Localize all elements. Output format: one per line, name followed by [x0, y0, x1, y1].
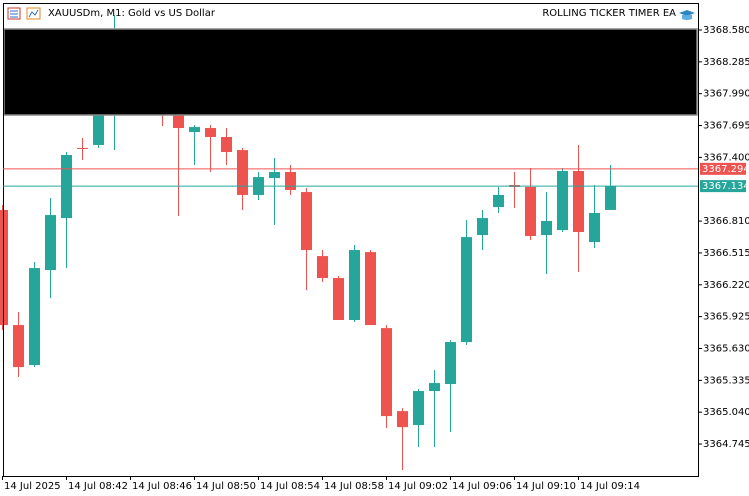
y-tick-label: 3365.040 [703, 407, 749, 418]
y-tick-label: 3366.220 [703, 280, 749, 291]
y-tick-label: 3368.285 [703, 57, 749, 68]
x-tick-label: 14 Jul 08:42 [68, 481, 128, 492]
candle-body [365, 252, 376, 326]
y-tick-label: 3366.810 [703, 216, 749, 227]
candle-body [557, 170, 568, 231]
x-tick-label: 14 Jul 09:06 [452, 481, 512, 492]
candle-body [605, 186, 616, 210]
candle-body [461, 237, 472, 343]
candle-body [29, 268, 40, 366]
candle-body [413, 391, 424, 426]
y-tick-label: 3367.400 [703, 152, 749, 163]
candle-body [317, 256, 328, 278]
price-label-box [700, 162, 746, 175]
candle-body [221, 136, 232, 152]
chart-title: XAUUSDm, M1: Gold vs US Dollar [48, 8, 216, 19]
x-tick-label: 14 Jul 08:50 [196, 481, 256, 492]
x-tick-label: 14 Jul 08:54 [260, 481, 320, 492]
x-tick-label: 14 Jul 08:58 [324, 481, 384, 492]
icon-line [28, 9, 39, 18]
y-tick-label: 3367.990 [703, 89, 749, 100]
y-tick-label: 3365.925 [703, 312, 749, 323]
y-tick-label: 3365.335 [703, 375, 749, 386]
candle-body [301, 192, 312, 251]
candle-body [285, 171, 296, 190]
candle-body [93, 114, 104, 145]
candle-body [45, 215, 56, 271]
chart-icon[interactable] [26, 7, 41, 20]
candle-body [349, 250, 360, 320]
candle-body [333, 277, 344, 320]
candle-body [173, 114, 184, 129]
y-tick-label: 3365.630 [703, 343, 749, 354]
y-tick-label: 3367.695 [703, 121, 749, 132]
price-label: 3367.294 [702, 164, 749, 175]
ea-panel [3, 28, 698, 116]
candle-body [477, 218, 488, 236]
candle-body [525, 186, 536, 236]
price-label-box [700, 180, 746, 193]
y-tick-label: 3366.515 [703, 248, 749, 259]
candle-body [397, 411, 408, 428]
candle-body [237, 150, 248, 195]
cap-top [679, 10, 695, 16]
candle-body [445, 342, 456, 385]
ea-name: ROLLING TICKER TIMER EA [542, 8, 676, 19]
candle-body [493, 194, 504, 208]
candle-body [381, 328, 392, 417]
x-tick-label: 14 Jul 08:46 [132, 481, 192, 492]
menu-icon[interactable] [7, 7, 21, 20]
candle-body [573, 170, 584, 232]
candle-body [189, 127, 200, 133]
cap-base [682, 15, 692, 20]
x-tick-label: 14 Jul 09:02 [388, 481, 448, 492]
y-tick-label: 3364.745 [703, 439, 749, 450]
price-label: 3367.134 [702, 181, 749, 192]
ea-icon[interactable] [679, 10, 695, 20]
x-tick-label: 14 Jul 2025 [4, 481, 61, 492]
candle-body [205, 128, 216, 137]
candle-body [541, 220, 552, 236]
candle-body [13, 325, 24, 368]
x-tick-label: 14 Jul 09:14 [580, 481, 640, 492]
candle-body [429, 383, 440, 392]
candle-body [269, 171, 280, 179]
plot-frame [3, 3, 699, 477]
x-tick-label: 14 Jul 09:10 [516, 481, 576, 492]
candle-body [77, 147, 88, 149]
y-tick-label: 3368.580 [703, 25, 749, 36]
candle-body [589, 212, 600, 243]
